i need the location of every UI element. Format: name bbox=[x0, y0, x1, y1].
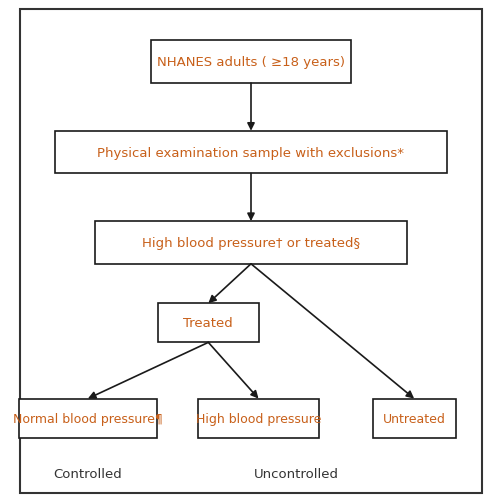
Text: Normal blood pressure¶: Normal blood pressure¶ bbox=[13, 412, 162, 425]
Bar bbox=[150, 42, 351, 84]
Bar bbox=[158, 304, 258, 343]
Bar bbox=[198, 399, 318, 438]
Text: Controlled: Controlled bbox=[54, 467, 122, 480]
Text: Physical examination sample with exclusions*: Physical examination sample with exclusi… bbox=[97, 146, 404, 159]
Text: NHANES adults ( ≥18 years): NHANES adults ( ≥18 years) bbox=[157, 56, 344, 69]
Text: Treated: Treated bbox=[183, 317, 233, 330]
Text: Untreated: Untreated bbox=[382, 412, 445, 425]
Text: High blood pressure† or treated§: High blood pressure† or treated§ bbox=[142, 236, 359, 249]
Bar bbox=[372, 399, 455, 438]
Bar bbox=[19, 399, 156, 438]
Bar bbox=[55, 132, 446, 174]
Text: High blood pressure: High blood pressure bbox=[195, 412, 321, 425]
Text: Uncontrolled: Uncontrolled bbox=[253, 467, 338, 480]
Bar bbox=[95, 221, 406, 264]
